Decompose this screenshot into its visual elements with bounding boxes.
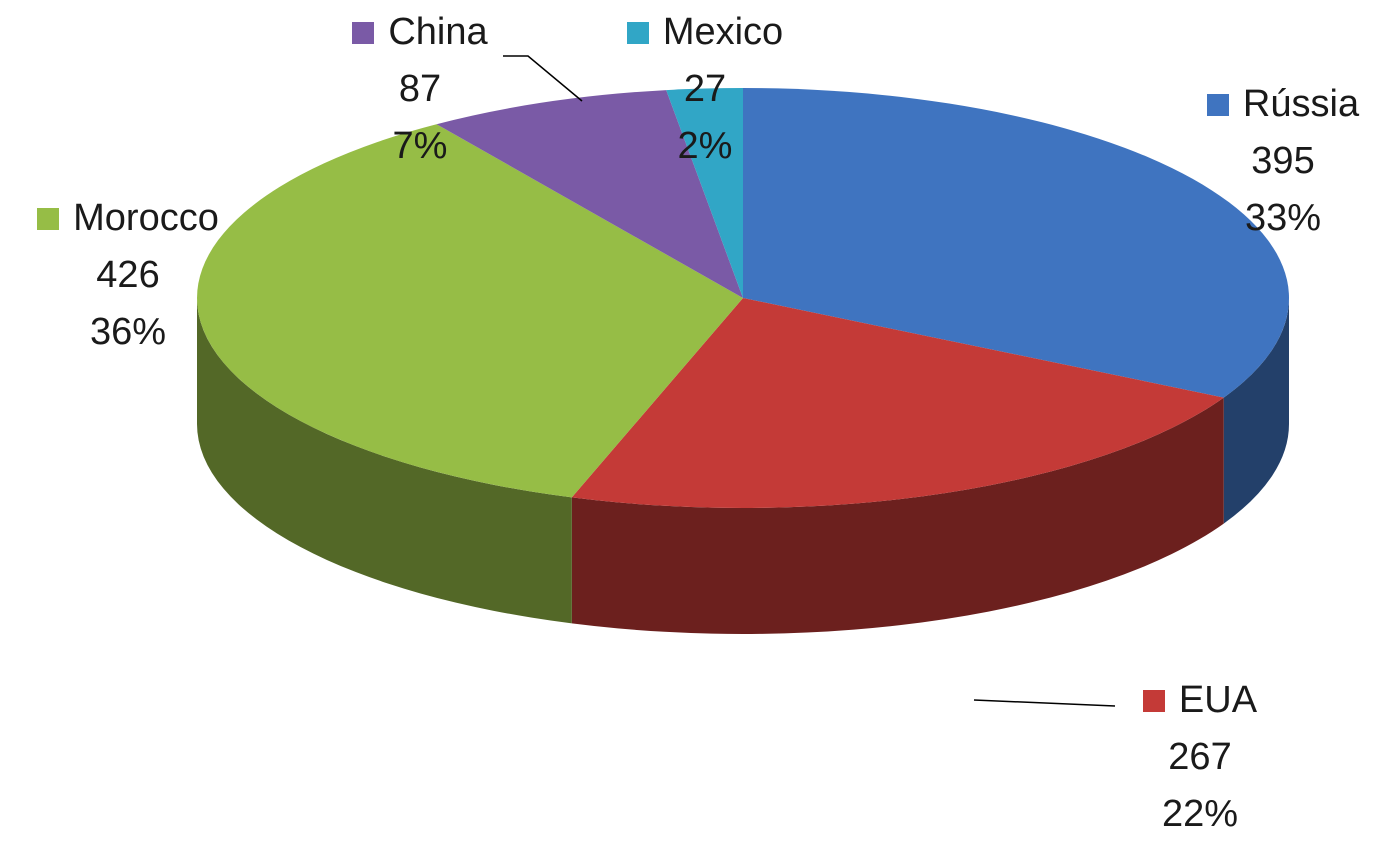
slice-value-russia: 395: [1251, 140, 1315, 182]
data-label-eua: EUA 267 22%: [1120, 672, 1280, 843]
data-label-china: China 87 7%: [335, 4, 505, 175]
leader-line-eua: [973, 699, 1116, 707]
pie-slice-china: [436, 90, 743, 298]
legend-key-morocco: [37, 207, 60, 230]
slice-value-eua: 267: [1168, 736, 1232, 778]
pie-tops: [197, 88, 1290, 508]
slice-percent-mexico: 2%: [677, 125, 733, 167]
legend-key-russia: [1206, 93, 1229, 116]
data-label-morocco: Morocco 426 36%: [8, 190, 248, 361]
pie-slice-russia: [743, 88, 1290, 398]
slice-value-morocco: 426: [96, 254, 160, 296]
pie-sides: [197, 298, 1290, 634]
slice-name-mexico: Mexico: [662, 11, 784, 53]
pie-slice-mexico: [666, 88, 743, 298]
leader-line-china: [503, 55, 583, 102]
data-label-mexico: Mexico 27 2%: [605, 4, 805, 175]
legend-key-mexico: [626, 21, 649, 44]
legend-key-eua: [1142, 689, 1165, 712]
pie-slice-morocco: [197, 124, 743, 498]
slice-name-morocco: Morocco: [73, 197, 219, 239]
slice-name-china: China: [388, 11, 488, 53]
leader-lines: [503, 55, 1116, 707]
slice-percent-morocco: 36%: [89, 311, 167, 353]
pie-side-russia: [1223, 298, 1290, 524]
slice-name-eua: EUA: [1178, 679, 1258, 721]
slice-name-russia: Rússia: [1242, 83, 1360, 125]
slice-value-mexico: 27: [683, 68, 727, 110]
pie-side-morocco: [197, 298, 572, 624]
slice-percent-eua: 22%: [1161, 793, 1239, 835]
slice-value-china: 87: [398, 68, 442, 110]
legend-key-china: [352, 21, 375, 44]
slice-percent-china: 7%: [392, 125, 448, 167]
slice-percent-russia: 33%: [1244, 197, 1322, 239]
data-label-russia: Rússia 395 33%: [1198, 76, 1368, 247]
pie-slice-eua: [571, 298, 1224, 508]
pie-side-eua: [571, 397, 1224, 634]
